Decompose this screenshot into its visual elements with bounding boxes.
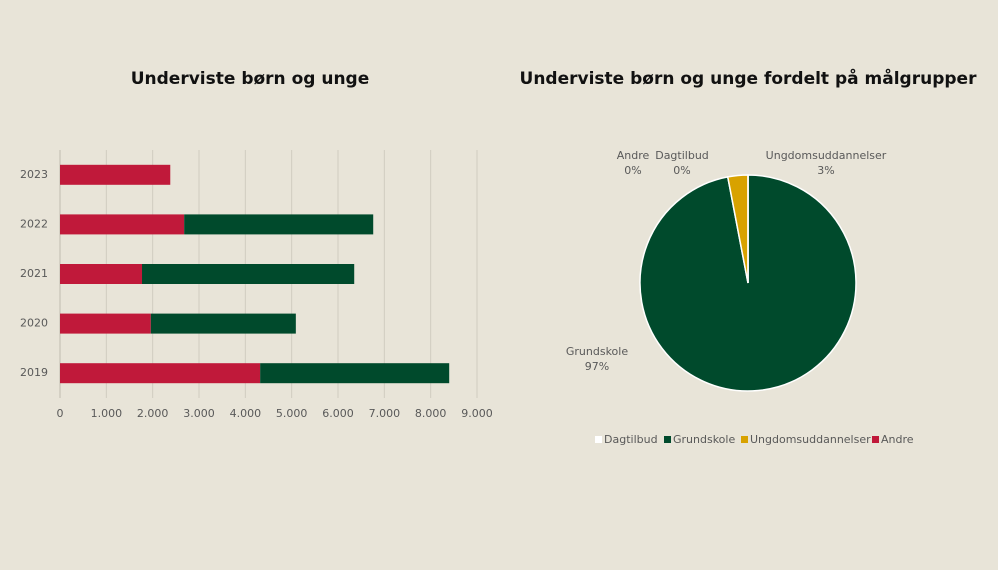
bar-segment xyxy=(60,264,143,284)
x-tick-label: 1.000 xyxy=(91,407,123,420)
legend-swatch xyxy=(664,436,671,443)
bar-segment xyxy=(260,363,450,384)
x-tick-label: 8.000 xyxy=(415,407,447,420)
bar-segment xyxy=(60,313,151,334)
x-tick-label: 5.000 xyxy=(276,407,308,420)
legend-label: Andre xyxy=(881,433,914,446)
legend-label: Grundskole xyxy=(673,433,735,446)
bar-segment xyxy=(150,313,296,334)
slice-label: Grundskole xyxy=(566,345,628,358)
legend-swatch xyxy=(872,436,879,443)
slice-value-label: 97% xyxy=(585,360,609,373)
slice-label: Dagtilbud xyxy=(655,149,709,162)
slice-label: Ungdomsuddannelser xyxy=(766,149,887,162)
x-tick-label: 3.000 xyxy=(183,407,215,420)
slice-label: Andre xyxy=(617,149,650,162)
y-tick-label: 2022 xyxy=(20,217,48,230)
slice-value-label: 3% xyxy=(817,164,834,177)
bar-segment xyxy=(60,164,171,185)
x-tick-label: 0 xyxy=(57,407,64,420)
y-tick-label: 2023 xyxy=(20,168,48,181)
pie-title: Underviste børn og unge fordelt på målgr… xyxy=(520,67,978,89)
x-tick-label: 2.000 xyxy=(137,407,169,420)
slice-value-label: 0% xyxy=(673,164,690,177)
bar-segment xyxy=(142,264,355,284)
y-tick-label: 2020 xyxy=(20,317,48,330)
x-tick-label: 9.000 xyxy=(461,407,493,420)
y-tick-label: 2019 xyxy=(20,366,48,379)
legend-swatch xyxy=(595,436,602,443)
y-tick-label: 2021 xyxy=(20,267,48,280)
x-tick-label: 4.000 xyxy=(230,407,262,420)
x-tick-label: 6.000 xyxy=(322,407,354,420)
bar-segment xyxy=(184,214,374,235)
legend-label: Dagtilbud xyxy=(604,433,658,446)
legend-label: Ungdomsuddannelser xyxy=(750,433,871,446)
slice-value-label: 0% xyxy=(624,164,641,177)
bar-title: Underviste børn og unge xyxy=(131,69,370,89)
bar-segment xyxy=(60,363,261,384)
bar-segment xyxy=(60,214,185,235)
legend-swatch xyxy=(741,436,748,443)
x-tick-label: 7.000 xyxy=(369,407,401,420)
